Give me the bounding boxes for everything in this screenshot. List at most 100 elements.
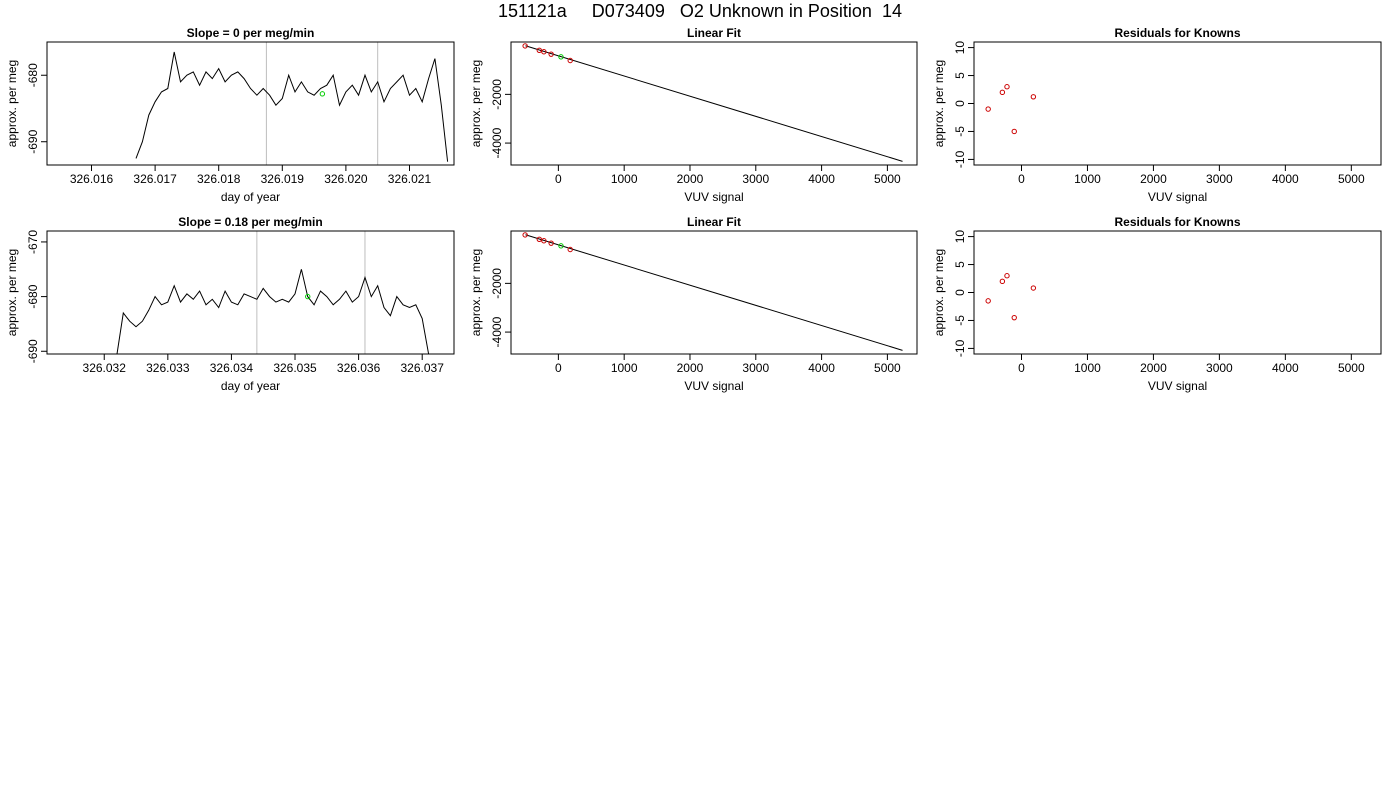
unknown-point [319,91,326,97]
x-tick-label: 4000 [1272,361,1299,375]
known-point [567,246,573,253]
chart-title: Linear Fit [687,26,741,40]
fit-line [525,45,903,162]
y-axis-label: approx. per meg [469,249,483,336]
chart-panel-6: Residuals for Knowns 0 1000 2000 3000 4000 500… [932,215,1382,393]
x-tick-label: 326.032 [83,361,127,375]
x-axis-label: VUV signal [1148,379,1207,393]
chart-panel-2: Linear Fit 0 1000 2000 3000 4000 5000 -4000 -200… [469,26,918,204]
known-point [1030,285,1037,291]
x-tick-label: 5000 [874,361,901,375]
known-point [1011,314,1017,321]
x-axis-label: day of year [221,190,280,204]
x-tick-label: 3000 [742,172,769,186]
unknown-point [305,293,311,300]
known-point [985,106,991,112]
y-axis-label: approx. per meg [932,60,946,147]
x-tick-label: 326.035 [273,361,317,375]
x-tick-label: 5000 [1338,172,1365,186]
y-tick-label: -690 [26,339,40,363]
y-tick-label: -680 [26,63,40,87]
x-tick-label: 326.017 [133,172,177,186]
plot-frame [973,230,1382,355]
unknown-point [558,54,564,60]
plot-frame [510,41,918,166]
x-tick-label: 326.016 [70,172,114,186]
known-point [1004,84,1010,90]
plot-frame [46,41,455,166]
y-tick-label: 0 [953,289,967,296]
x-tick-label: 3000 [742,361,769,375]
x-tick-label: 4000 [808,172,835,186]
chart-panel-5: Linear Fit 0 1000 2000 3000 4000 5000 -4000 -200… [469,215,918,393]
x-tick-label: 5000 [874,172,901,186]
x-axis-label: VUV signal [684,190,743,204]
known-point [999,89,1006,96]
y-tick-label: -5 [953,126,967,137]
chart-panel-3: Residuals for Knowns 0 1000 2000 3000 4000 500… [932,26,1382,204]
chart-title: Slope = 0.18 per meg/min [178,215,322,229]
x-tick-label: 2000 [677,172,704,186]
x-axis-label: VUV signal [1148,190,1207,204]
y-tick-label: 10 [953,230,967,244]
x-tick-label: 326.019 [261,172,305,186]
y-tick-label: 5 [953,261,967,268]
known-point [1011,128,1017,135]
y-axis-label: approx. per meg [469,60,483,147]
page-title: 151121a D073409 O2 Unknown in Position 1… [498,1,902,21]
plot-area [522,43,903,162]
known-point [536,47,542,53]
x-tick-label: 3000 [1206,172,1233,186]
y-tick-label: -2000 [490,79,504,110]
y-tick-label: -5 [953,315,967,326]
y-tick-label: -10 [953,339,967,357]
y-tick-label: -2000 [490,268,504,299]
y-tick-label: 5 [953,72,967,79]
x-tick-label: 4000 [808,361,835,375]
known-point [522,43,528,49]
y-tick-label: -10 [953,150,967,168]
x-tick-label: 326.036 [337,361,381,375]
x-tick-label: 326.018 [197,172,241,186]
x-tick-label: 2000 [1140,172,1167,186]
x-tick-label: 326.033 [146,361,190,375]
known-point [541,49,547,55]
x-tick-label: 0 [555,361,562,375]
chart-title: Slope = 0 per meg/min [187,26,315,40]
x-tick-label: 326.020 [324,172,368,186]
x-tick-label: 2000 [1140,361,1167,375]
x-tick-label: 0 [555,172,562,186]
y-axis-label: approx. per meg [932,249,946,336]
x-tick-label: 0 [1018,172,1025,186]
known-point [522,232,528,238]
plot-area [522,232,903,351]
plot-area [985,84,1037,135]
known-point [567,57,573,64]
known-point [541,238,547,244]
y-tick-label: -690 [26,129,40,153]
y-tick-label: -4000 [490,316,504,347]
x-tick-label: 326.021 [388,172,432,186]
known-point [999,278,1006,285]
plot-frame [510,230,918,355]
y-tick-label: -680 [26,284,40,308]
chart-title: Linear Fit [687,215,741,229]
chart-panel-4: Slope = 0.18 per meg/min 326.032 326.033 32… [5,215,455,393]
known-point [985,298,991,304]
plot-frame [46,230,455,355]
chart-title: Residuals for Knowns [1114,215,1240,229]
x-axis-label: VUV signal [684,379,743,393]
x-tick-label: 0 [1018,361,1025,375]
series-line [116,269,430,354]
x-tick-label: 2000 [677,361,704,375]
known-point [1004,273,1010,279]
y-axis-label: approx. per meg [5,249,19,336]
known-point [548,240,554,246]
unknown-point [558,243,564,249]
x-tick-label: 1000 [611,361,638,375]
x-tick-label: 5000 [1338,361,1365,375]
plot-frame [973,41,1382,166]
y-tick-label: 0 [953,100,967,107]
fit-line [525,234,903,351]
